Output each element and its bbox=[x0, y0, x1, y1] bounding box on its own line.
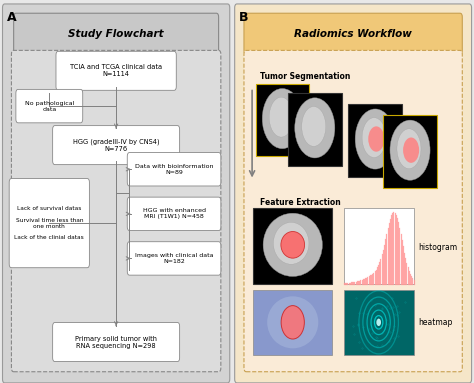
Ellipse shape bbox=[368, 126, 384, 152]
Ellipse shape bbox=[267, 296, 319, 348]
FancyBboxPatch shape bbox=[255, 84, 309, 156]
Ellipse shape bbox=[269, 97, 293, 137]
Ellipse shape bbox=[281, 306, 304, 339]
Text: Primary solid tumor with
RNA sequencing N=298: Primary solid tumor with RNA sequencing … bbox=[75, 336, 157, 349]
Text: TCIA and TCGA clinical data
N=1114: TCIA and TCGA clinical data N=1114 bbox=[70, 64, 162, 77]
Text: HGG with enhanced
MRI (T1W1) N=458: HGG with enhanced MRI (T1W1) N=458 bbox=[143, 208, 206, 219]
FancyBboxPatch shape bbox=[235, 4, 472, 383]
FancyBboxPatch shape bbox=[383, 115, 437, 188]
FancyBboxPatch shape bbox=[127, 197, 221, 231]
FancyBboxPatch shape bbox=[253, 290, 332, 355]
FancyBboxPatch shape bbox=[56, 51, 176, 90]
Text: Data with bioinformation
N=89: Data with bioinformation N=89 bbox=[135, 164, 213, 175]
Text: heatmap: heatmap bbox=[418, 318, 453, 327]
FancyBboxPatch shape bbox=[14, 13, 219, 54]
Text: B: B bbox=[239, 11, 249, 25]
Text: No pathological
data: No pathological data bbox=[25, 101, 74, 111]
FancyBboxPatch shape bbox=[127, 152, 221, 186]
Text: HGG (gradeIII-IV by CNS4)
N=776: HGG (gradeIII-IV by CNS4) N=776 bbox=[73, 138, 159, 152]
Ellipse shape bbox=[397, 129, 421, 169]
Text: Feature Extraction: Feature Extraction bbox=[260, 198, 341, 207]
Text: Lack of survival datas

Survival time less than
one month

Lack of the clinial d: Lack of survival datas Survival time les… bbox=[14, 206, 84, 240]
FancyBboxPatch shape bbox=[53, 126, 180, 165]
Ellipse shape bbox=[355, 109, 395, 169]
FancyBboxPatch shape bbox=[16, 89, 82, 123]
Text: Tumor Segmentation: Tumor Segmentation bbox=[260, 72, 351, 81]
Ellipse shape bbox=[273, 223, 309, 264]
Text: Study Flowchart: Study Flowchart bbox=[68, 29, 164, 39]
Text: A: A bbox=[7, 11, 17, 25]
FancyBboxPatch shape bbox=[288, 93, 341, 165]
Ellipse shape bbox=[362, 118, 386, 157]
Ellipse shape bbox=[390, 120, 430, 180]
FancyBboxPatch shape bbox=[253, 208, 332, 285]
Ellipse shape bbox=[295, 98, 335, 158]
FancyBboxPatch shape bbox=[11, 51, 221, 372]
FancyBboxPatch shape bbox=[244, 51, 462, 372]
Text: Images with clinical data
N=182: Images with clinical data N=182 bbox=[135, 253, 213, 264]
FancyBboxPatch shape bbox=[344, 290, 413, 355]
FancyBboxPatch shape bbox=[127, 242, 221, 275]
FancyBboxPatch shape bbox=[2, 4, 230, 383]
Ellipse shape bbox=[403, 137, 419, 163]
Ellipse shape bbox=[281, 231, 305, 258]
Circle shape bbox=[376, 319, 381, 326]
FancyBboxPatch shape bbox=[53, 322, 180, 362]
Text: Radiomics Workflow: Radiomics Workflow bbox=[294, 29, 412, 39]
Ellipse shape bbox=[302, 106, 326, 146]
FancyBboxPatch shape bbox=[344, 208, 413, 285]
FancyBboxPatch shape bbox=[348, 104, 402, 177]
FancyBboxPatch shape bbox=[244, 13, 462, 54]
Ellipse shape bbox=[262, 88, 302, 149]
Ellipse shape bbox=[263, 213, 322, 277]
FancyBboxPatch shape bbox=[9, 178, 90, 268]
Text: histogram: histogram bbox=[418, 243, 457, 252]
